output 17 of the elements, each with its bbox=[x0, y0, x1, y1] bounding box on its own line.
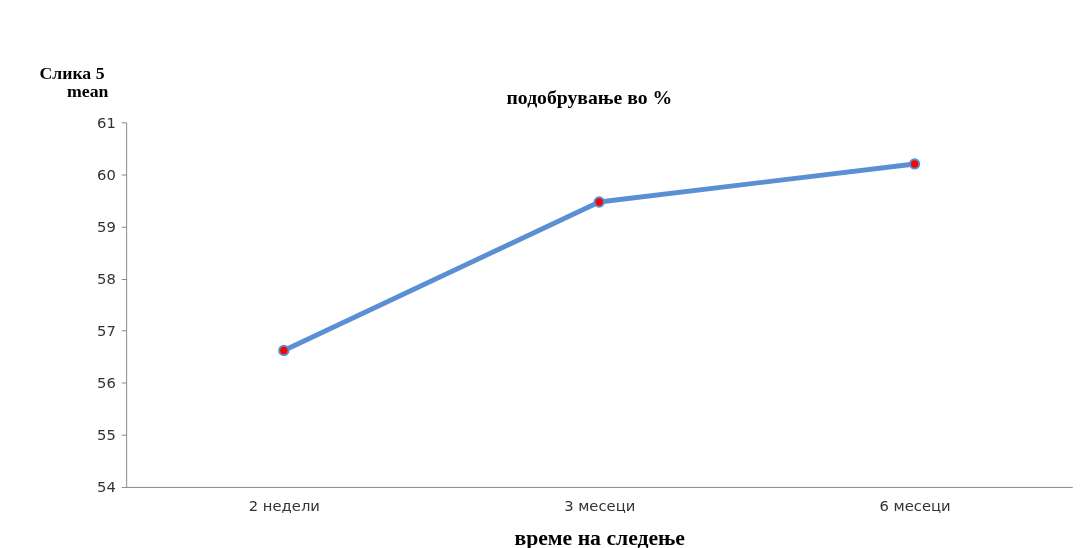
chart-title: подобрување во % bbox=[506, 85, 673, 108]
point bbox=[908, 158, 921, 170]
text: Слика 5 bbox=[39, 62, 105, 83]
y-tick-label: 60 bbox=[97, 165, 116, 183]
y-tick-label: 57 bbox=[97, 322, 116, 340]
x-tick-label: 2 недели bbox=[248, 497, 320, 515]
x-tick-label: 6 месеци bbox=[879, 497, 951, 515]
point bbox=[593, 196, 605, 208]
y-tick-label: 56 bbox=[97, 374, 116, 392]
y-tick-label: 59 bbox=[97, 217, 116, 235]
point bbox=[278, 344, 290, 357]
y-axis-title: mean bbox=[67, 80, 109, 101]
y-tick-label: 58 bbox=[97, 269, 116, 287]
y-tick-label: 55 bbox=[97, 426, 116, 444]
x-tick-label: 3 месеци bbox=[564, 497, 636, 515]
y-tick-label: 54 bbox=[97, 478, 116, 496]
y-tick-label: 61 bbox=[97, 113, 116, 131]
